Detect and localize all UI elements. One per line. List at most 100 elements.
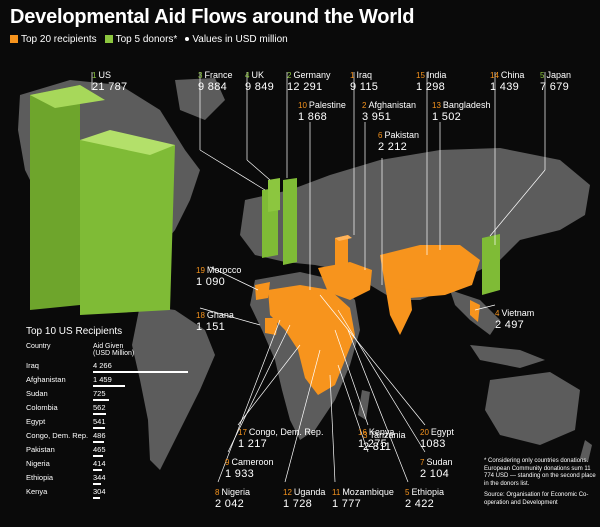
morocco-shape <box>255 282 270 300</box>
row-country: Kenya <box>26 487 48 496</box>
legend-units-label: Values in USD million <box>192 34 288 45</box>
row-bar <box>93 413 106 415</box>
table-row: Nigeria 414 <box>26 459 186 473</box>
aid-value: 7 679 <box>540 81 570 93</box>
recipient-label-vietnam: 4 Vietnam 2 497 <box>495 308 534 331</box>
country-name: Germany <box>293 70 331 80</box>
iraq-column-top <box>335 235 352 241</box>
donor-label-us: 1 US 21 787 <box>92 70 127 93</box>
rank: 15 <box>416 71 425 80</box>
rank: 5 <box>540 71 545 80</box>
country-name: US <box>98 70 111 80</box>
recipient-label-morocco: 19 Morocco 1 090 <box>196 265 241 288</box>
table-row: Iraq 4 266 <box>26 361 188 375</box>
recipient-label-uganda: 12 Uganda 1 728 <box>283 487 325 510</box>
rank: 4 <box>495 309 500 318</box>
aid-value: 9 884 <box>198 81 228 93</box>
row-value: 4 266 <box>93 361 112 370</box>
rank: 3 <box>363 431 368 440</box>
us-column-front <box>80 140 175 315</box>
recipient-label-palestine: 10 Palestine 1 868 <box>298 100 346 123</box>
col-aid-line2: (USD Million) <box>93 350 135 357</box>
recipient-label-pakistan: 6 Pakistan 2 212 <box>378 130 419 153</box>
south-america-land <box>132 305 215 470</box>
aid-value: 1 151 <box>196 321 226 333</box>
rank: 4 <box>245 71 250 80</box>
country-name: Palestine <box>308 100 346 110</box>
recipient-label-china: 14 China 1 439 <box>490 70 524 93</box>
rank: 12 <box>283 488 292 497</box>
country-name: China <box>500 70 525 80</box>
recipient-label-tanzania: 3 Tanzania 2 811 <box>363 430 405 453</box>
us-column-top2 <box>80 130 175 155</box>
recipient-label-afghanistan: 2 Afghanistan 3 951 <box>362 100 416 123</box>
us-recipients-table: Top 10 US Recipients Country Aid Given (U… <box>26 326 188 501</box>
recipient-label-iraq: 1 Iraq 9 115 <box>350 70 378 93</box>
aid-value: 2 811 <box>363 441 392 453</box>
rank: 1 <box>92 71 97 80</box>
country-name: Morocco <box>206 265 242 275</box>
aid-value: 1083 <box>420 438 446 450</box>
table-row: Congo, Dem. Rep. 486 <box>26 431 186 445</box>
aid-value: 1 933 <box>225 468 255 480</box>
row-country: Ethiopia <box>26 473 54 482</box>
country-name: Ethiopia <box>411 487 444 497</box>
aid-value: 3 951 <box>362 111 392 123</box>
row-country: Iraq <box>26 361 39 370</box>
footnote: * Considering only countries donations. … <box>484 458 596 487</box>
row-value: 1 459 <box>93 375 112 384</box>
table-row: Afghanistan 1 459 <box>26 375 186 389</box>
legend-recipients-label: Top 20 recipients <box>21 34 97 45</box>
country-name: Cameroon <box>231 457 274 467</box>
country-name: Tanzania <box>369 430 406 440</box>
ghana-shape <box>265 318 278 335</box>
col-aid: Aid Given (USD Million) <box>93 343 134 357</box>
recipient-label-ghana: 18 Ghana 1 151 <box>196 310 234 333</box>
recipient-label-mozambique: 11 Mozambique 1 777 <box>332 487 394 510</box>
country-name: Bangladesh <box>442 100 491 110</box>
aid-value: 1 090 <box>196 276 226 288</box>
country-name: Afghanistan <box>368 100 416 110</box>
recipient-label-cameroon: 9 Cameroon 1 933 <box>225 457 273 480</box>
iraq-column <box>335 235 348 293</box>
indonesia-land <box>470 345 545 368</box>
row-bar <box>93 427 106 429</box>
col-aid-line1: Aid Given <box>93 343 124 350</box>
recipient-label-sudan: 7 Sudan 2 104 <box>420 457 452 480</box>
rank: 17 <box>238 428 247 437</box>
donor-label-france: 3 France 9 884 <box>198 70 232 93</box>
leader-lines <box>91 72 546 483</box>
africa-recipients-shape <box>268 285 355 395</box>
us-column-top <box>30 85 105 108</box>
row-country: Congo, Dem. Rep. <box>26 431 89 440</box>
rank: 2 <box>287 71 292 80</box>
country-name: Egypt <box>430 427 454 437</box>
row-value: 304 <box>93 487 106 496</box>
rank: 10 <box>298 101 307 110</box>
table-row: Sudan 725 <box>26 389 186 403</box>
orange-swatch-icon <box>10 35 18 44</box>
aid-value: 9 115 <box>350 81 379 93</box>
country-name: Iraq <box>356 70 372 80</box>
table-row: Pakistan 465 <box>26 445 186 459</box>
row-bar <box>93 483 101 485</box>
japan-column <box>482 234 500 295</box>
legend-units: Values in USD million <box>185 34 288 45</box>
rank: 7 <box>420 458 425 467</box>
aid-value: 21 787 <box>92 81 128 93</box>
aid-value: 1 502 <box>432 111 462 123</box>
new-zealand-land <box>580 440 592 462</box>
donor-label-uk: 4 UK 9 849 <box>245 70 274 93</box>
country-name: Ghana <box>206 310 234 320</box>
aid-value: 2 497 <box>495 319 525 331</box>
recipient-label-india: 15 India 1 298 <box>416 70 446 93</box>
india-shape <box>385 285 412 335</box>
page-title: Developmental Aid Flows around the World <box>10 6 415 28</box>
donor-label-japan: 5 Japan 7 679 <box>540 70 571 93</box>
country-name: Sudan <box>426 457 453 467</box>
recipient-label-kenya: 16 Kenya 1 275 <box>358 427 394 450</box>
bullet-icon <box>185 37 190 42</box>
rank: 3 <box>198 71 203 80</box>
recipient-label-bangladesh: 13 Bangladesh 1 502 <box>432 100 490 123</box>
germany-column <box>283 178 297 265</box>
